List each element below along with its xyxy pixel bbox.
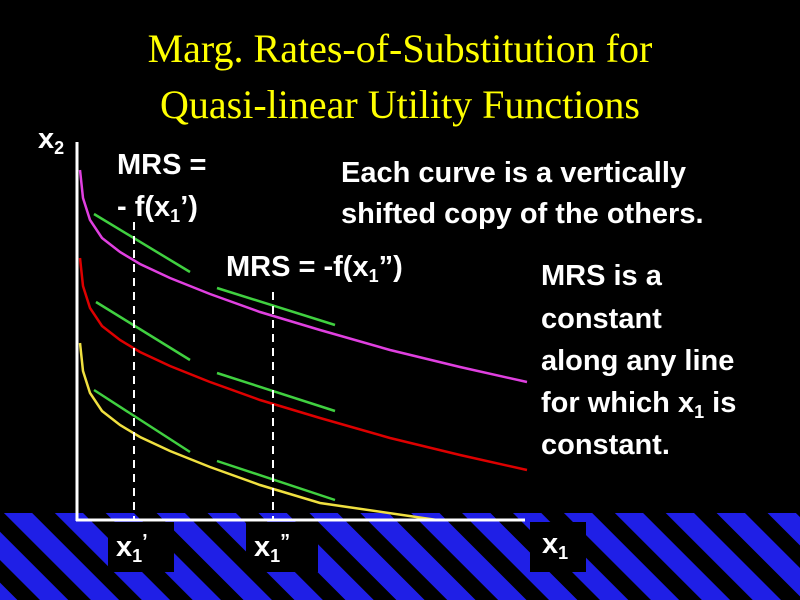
mrs-annotation-x1-prime-line-2: - f(x1’) [117, 191, 198, 226]
indifference-curves [78, 169, 528, 522]
middle-indifference-curve [78, 257, 528, 472]
label-backdrop-x1 [530, 522, 586, 572]
shift-note-line-2: shifted copy of the others. [341, 198, 704, 230]
tick-label-x1-dprime: x1” [254, 531, 291, 566]
mrs-tangent-x1-prime-1 [93, 212, 191, 274]
bottom-indifference-curve [78, 342, 438, 522]
mrs-tangent-x1-dprime-2 [216, 371, 336, 413]
constant-note-line-4: for which x1 is [541, 387, 737, 422]
y-axis-label: x2 [38, 123, 65, 158]
mrs-tangent-lines [93, 212, 336, 502]
constant-note-line-1: MRS is a [541, 260, 662, 292]
mrs-annotation-x1-dprime: MRS = -f(x1”) [226, 251, 403, 286]
top-indifference-curve [78, 169, 528, 384]
constant-note-line-5: constant. [541, 429, 670, 461]
mrs-tangent-x1-dprime-3 [216, 459, 336, 502]
label-backdrop-x1-prime [108, 522, 174, 572]
slide-title-line-2: Quasi-linear Utility Functions [160, 82, 640, 127]
x-axis-label: x1 [542, 528, 569, 563]
label-backdrop-x1-dprime [246, 522, 318, 572]
mrs-tangent-x1-dprime-1 [216, 286, 336, 327]
constant-note-line-3: along any line [541, 345, 735, 377]
mrs-tangent-x1-prime-3 [93, 388, 191, 454]
mrs-tangent-x1-prime-2 [95, 300, 191, 362]
slide-title-line-1: Marg. Rates-of-Substitution for [147, 26, 653, 71]
tick-label-x1-prime: x1’ [116, 531, 148, 566]
constant-note-line-2: constant [541, 303, 662, 335]
shift-note-line-1: Each curve is a vertically [341, 157, 686, 189]
mrs-annotation-x1-prime-line-1: MRS = [117, 149, 207, 181]
